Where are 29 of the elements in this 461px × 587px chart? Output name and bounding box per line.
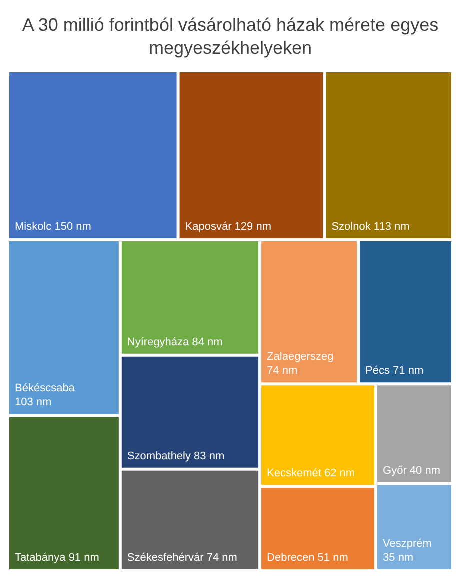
data-label: 84 nm: [192, 336, 223, 348]
data-label: 150 nm: [54, 220, 92, 233]
category-label: Szombathely: [127, 450, 192, 462]
category-label: Szolnok: [332, 220, 372, 233]
data-label: 51 nm: [318, 552, 348, 564]
category-label: Tatabánya: [15, 552, 67, 564]
data-label: 91 nm: [68, 552, 100, 564]
category-label: Pécs: [366, 364, 390, 377]
category-label: Miskolc: [15, 220, 52, 233]
data-label: 40 nm: [410, 464, 440, 477]
category-label: Békéscsaba: [15, 382, 76, 394]
data-label: 113 nm: [374, 220, 410, 233]
category-label: Nyíregyháza: [127, 336, 190, 348]
data-label: 74 nm: [267, 364, 298, 377]
category-label: Kaposvár: [185, 220, 232, 233]
data-label: 35 nm: [383, 552, 414, 564]
category-label: Székesfehérvár: [127, 552, 204, 564]
category-label: Kecskemét: [267, 467, 322, 480]
data-label: 74 nm: [206, 552, 238, 564]
category-label: Veszprém: [383, 538, 432, 550]
text: A 30 millió forintból vásárolható házak mérete egyes megyeszékhelyeken: [21, 14, 440, 60]
data-label: 103 nm: [15, 396, 52, 408]
data-label: 62 nm: [324, 467, 356, 480]
data-label: 83 nm: [194, 450, 225, 462]
data-label: 71 nm: [393, 364, 424, 377]
category-label: Győr: [383, 464, 408, 477]
category-label: Zalaegerszeg: [267, 350, 334, 363]
category-label: Debrecen: [267, 552, 315, 564]
data-label: 129 nm: [234, 220, 272, 233]
